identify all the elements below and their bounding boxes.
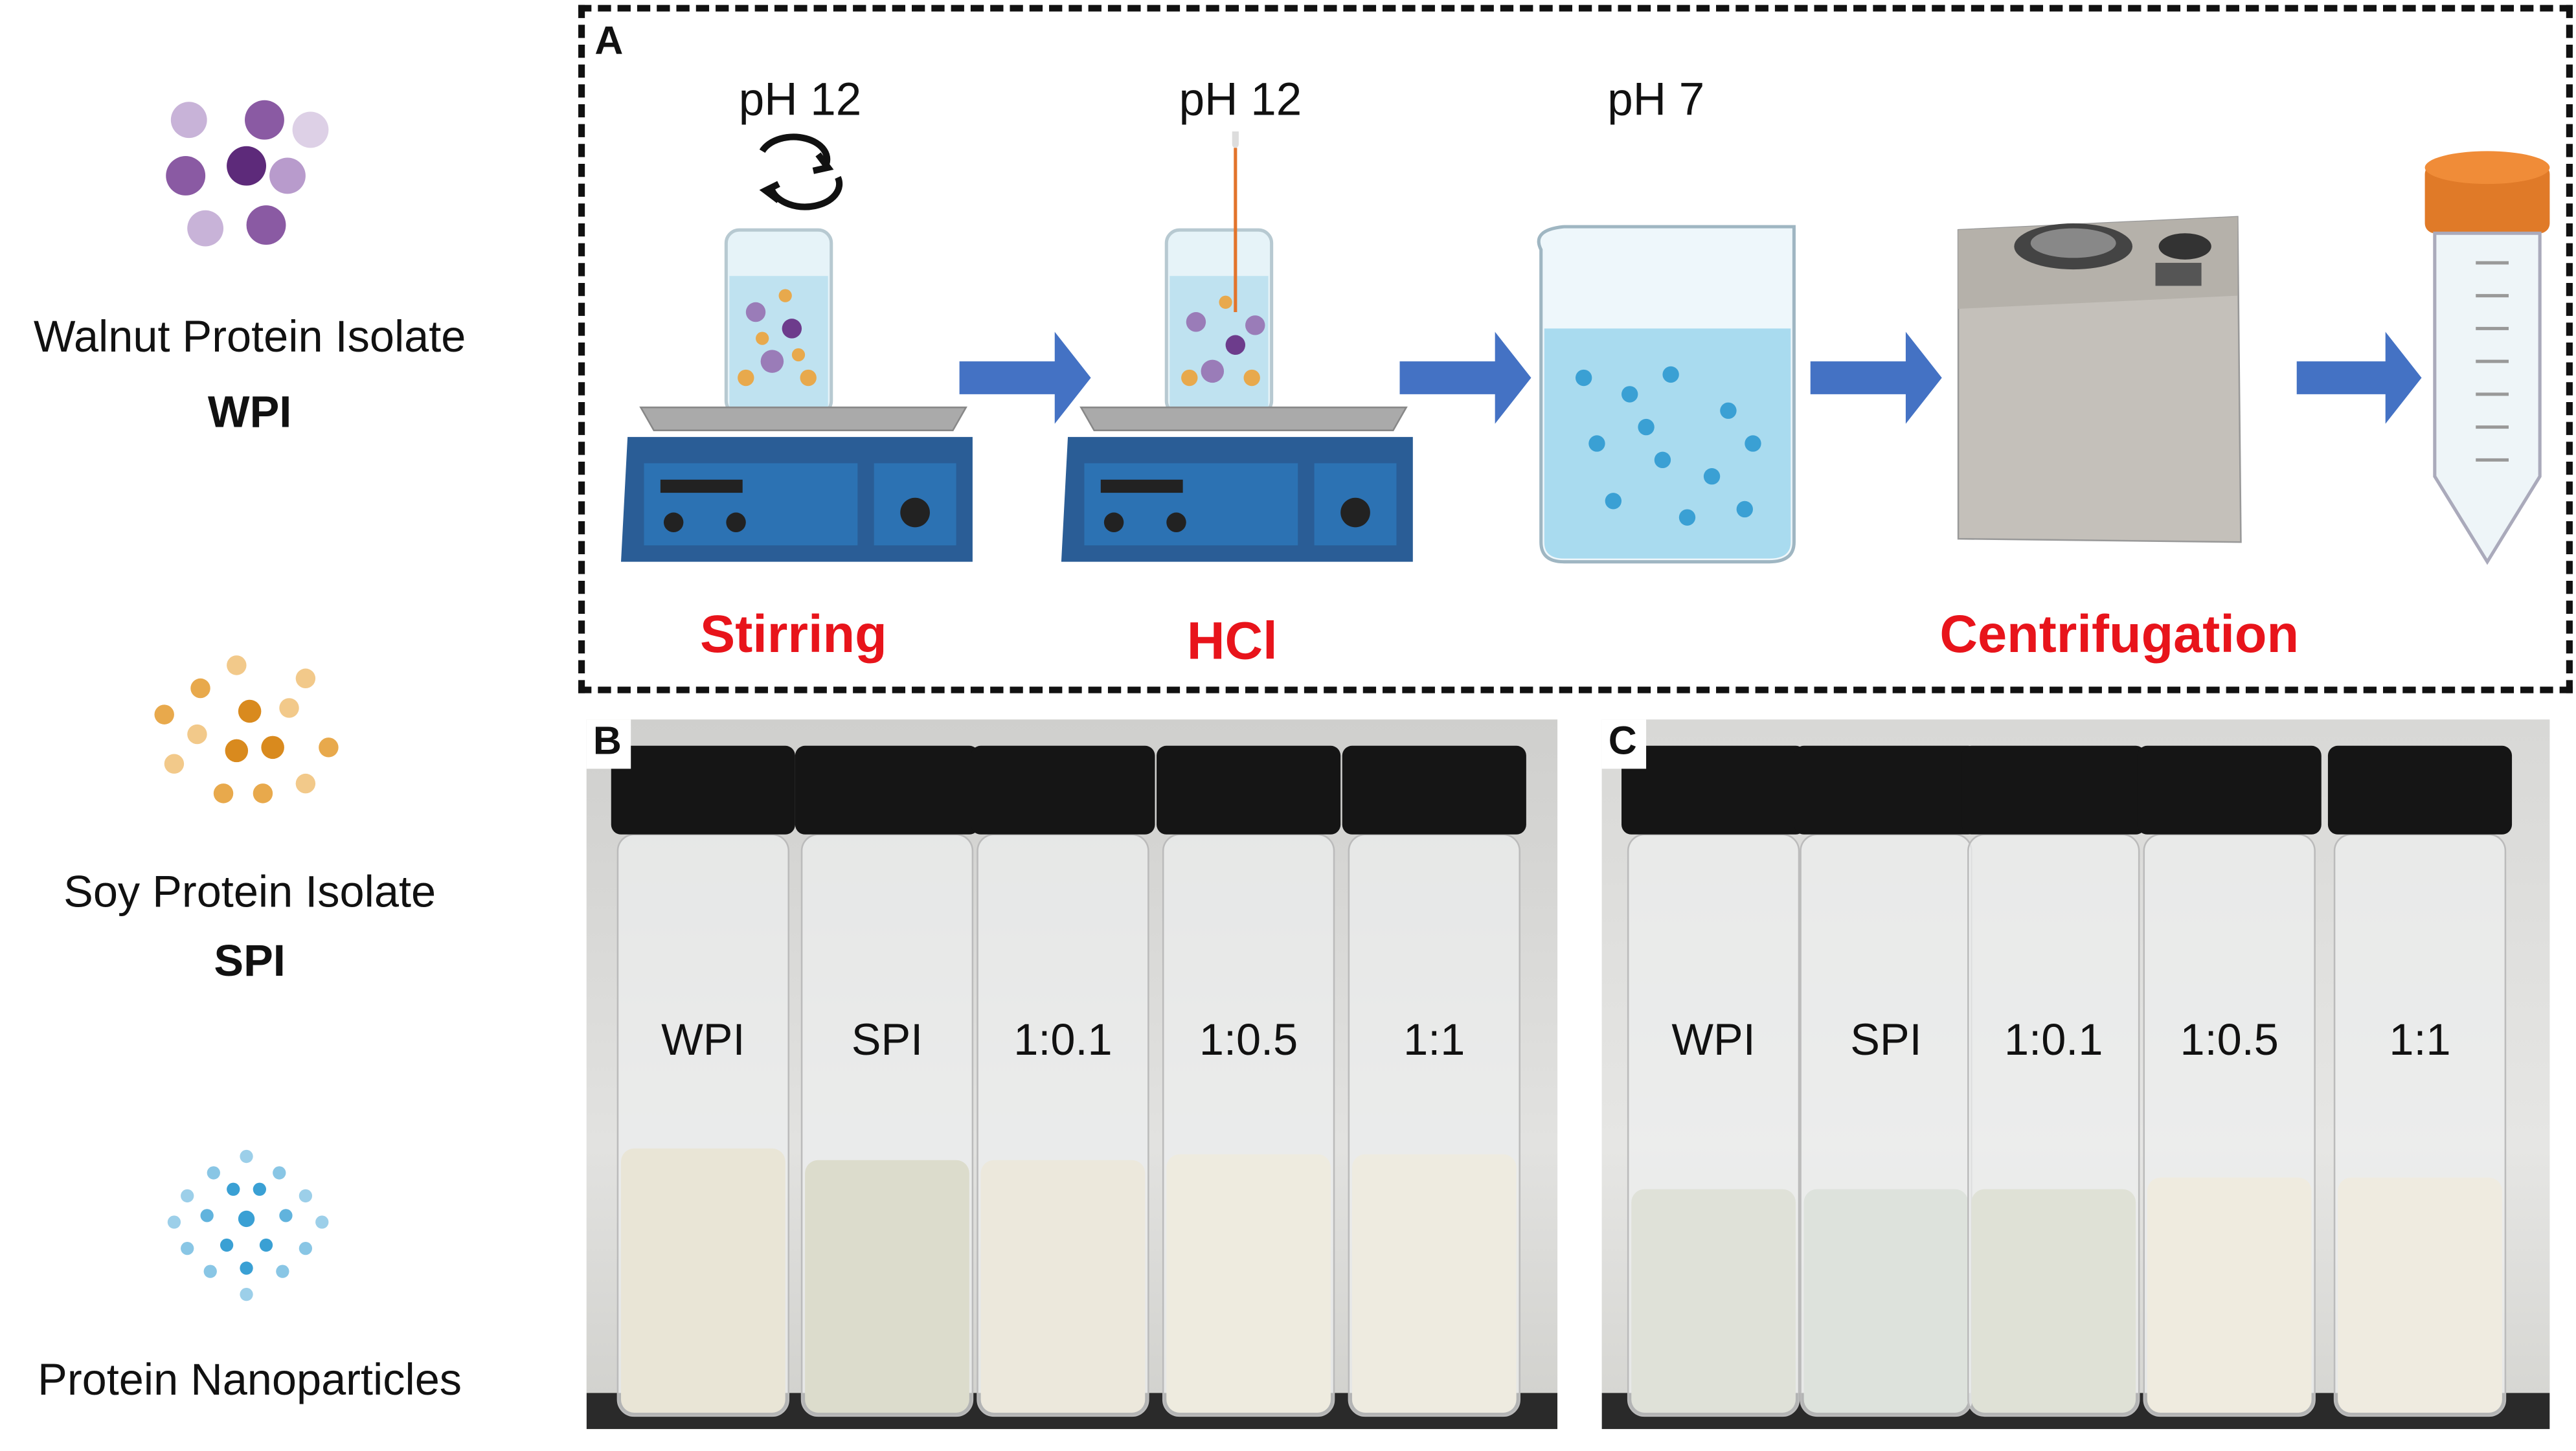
vial-cap xyxy=(795,745,980,835)
spi-name: Soy Protein Isolate xyxy=(63,867,436,917)
vial-cap xyxy=(611,745,795,835)
centrifuge-tube-icon xyxy=(2424,151,2550,565)
vial-label: WPI xyxy=(661,1015,745,1064)
step2-caption: HCl xyxy=(1186,611,1278,671)
orange-particles-icon xyxy=(154,655,339,804)
blue-nanoparticles-icon xyxy=(167,1149,329,1301)
vial-liquid xyxy=(805,1160,969,1413)
vial-cap xyxy=(2327,745,2513,835)
step1-caption: Stirring xyxy=(700,604,887,664)
panel-b-label: B xyxy=(586,719,632,769)
vial xyxy=(1621,745,1806,1417)
step3-ph: pH 7 xyxy=(1607,74,1705,125)
wpi-name: Walnut Protein Isolate xyxy=(33,312,466,362)
vial-liquid xyxy=(1803,1189,1969,1413)
vial xyxy=(2327,745,2513,1417)
panel-c-photo xyxy=(1601,719,2550,1430)
vial-cap xyxy=(971,745,1155,835)
vial-label: 1:1 xyxy=(1403,1015,1465,1064)
arrow-icon xyxy=(959,332,1091,424)
vial xyxy=(795,745,980,1417)
vial-label: WPI xyxy=(1671,1015,1756,1064)
vial-label: SPI xyxy=(851,1015,923,1064)
vial-cap xyxy=(1794,745,1978,835)
vial-liquid xyxy=(1631,1189,1796,1413)
vial-cap xyxy=(1157,745,1341,835)
vial-label: 1:0.1 xyxy=(2004,1015,2103,1064)
arrow-icon xyxy=(2296,332,2422,424)
vial xyxy=(1794,745,1978,1417)
purple-particles-icon xyxy=(166,100,329,247)
spi-abbr: SPI xyxy=(214,936,286,986)
vial-label: 1:0.1 xyxy=(1013,1015,1113,1064)
panel-a-frame xyxy=(578,5,2573,693)
vial-liquid xyxy=(1971,1189,2136,1413)
vial-cap xyxy=(1342,745,1526,835)
vial-liquid xyxy=(1166,1154,1331,1413)
vial-label: 1:0.5 xyxy=(2180,1015,2279,1064)
vial xyxy=(611,745,795,1417)
vial xyxy=(1157,745,1341,1417)
vial-cap xyxy=(1961,745,2146,835)
panel-b-photo xyxy=(586,719,1558,1430)
stirrer-beaker-icon xyxy=(620,228,973,562)
workflow-illustration xyxy=(620,131,2550,565)
beaker-nanoparticles-icon xyxy=(1537,225,1796,564)
vial-liquid xyxy=(980,1160,1146,1413)
vial-label: 1:1 xyxy=(2389,1015,2451,1064)
vial-liquid xyxy=(1351,1154,1517,1413)
vial-cap xyxy=(1621,745,1806,835)
vial-liquid xyxy=(620,1148,785,1413)
centrifuge-icon xyxy=(1957,216,2242,543)
vial xyxy=(1342,745,1526,1417)
vial xyxy=(971,745,1155,1417)
vial xyxy=(2137,745,2322,1417)
vial xyxy=(1961,745,2146,1417)
arrow-icon xyxy=(1399,332,1531,424)
nanoparticles-name: Protein Nanoparticles xyxy=(38,1355,462,1405)
vial-label: SPI xyxy=(1850,1015,1922,1064)
step4-caption: Centrifugation xyxy=(1939,604,2299,664)
vial-cap xyxy=(2137,745,2322,835)
vial-liquid xyxy=(2147,1177,2312,1413)
vial-liquid xyxy=(2338,1177,2502,1413)
vial-label: 1:0.5 xyxy=(1199,1015,1298,1064)
step1-ph: pH 12 xyxy=(738,74,862,125)
panel-c-label: C xyxy=(1601,719,1647,769)
wpi-abbr: WPI xyxy=(207,387,292,437)
rotate-icon xyxy=(759,133,843,210)
stirrer-pipette-icon xyxy=(1061,131,1413,562)
step2-ph: pH 12 xyxy=(1179,74,1302,125)
arrow-icon xyxy=(1810,332,1942,424)
panel-a-label: A xyxy=(594,19,624,64)
